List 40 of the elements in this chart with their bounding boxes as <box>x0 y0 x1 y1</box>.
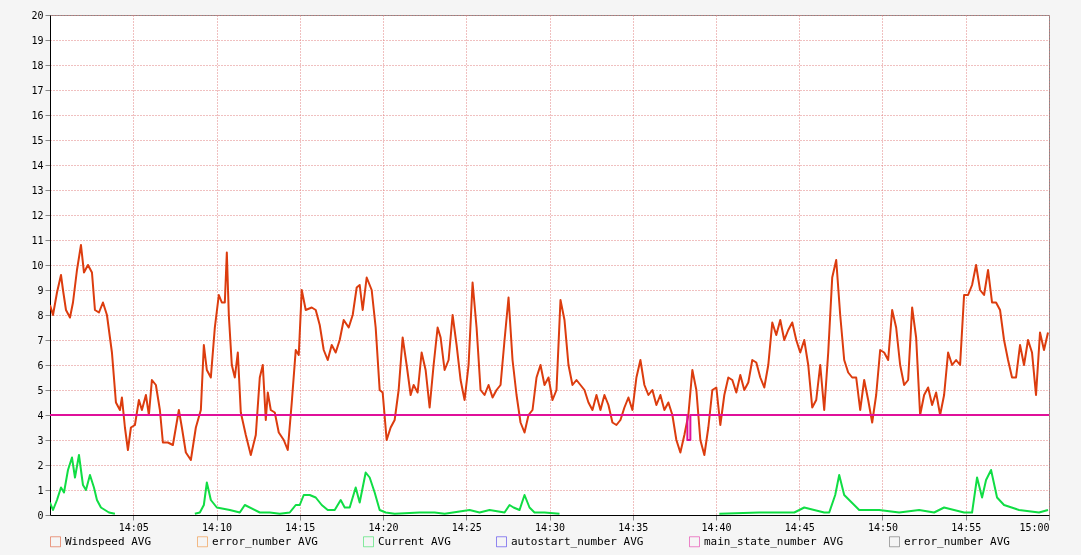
y-tick-label: 8 <box>37 309 44 321</box>
y-tick-label: 4 <box>37 409 44 421</box>
legend-label: main_state_number AVG <box>704 534 844 548</box>
y-tick-label: 13 <box>31 184 44 196</box>
y-tick-label: 7 <box>37 334 44 346</box>
legend-label: autostart_number AVG <box>511 534 644 548</box>
x-tick-label: 14:45 <box>784 521 815 533</box>
y-tick-label: 0 <box>37 509 44 521</box>
y-tick-label: 19 <box>31 34 44 46</box>
x-tick-label: 14:20 <box>368 521 399 533</box>
y-tick-label: 16 <box>31 109 44 121</box>
y-tick-label: 1 <box>37 484 44 496</box>
y-tick-label: 5 <box>37 384 44 396</box>
legend-label: Windspeed AVG <box>65 534 152 548</box>
y-tick-label: 11 <box>31 234 44 246</box>
x-tick-label: 14:40 <box>701 521 732 533</box>
y-tick-label: 15 <box>31 134 44 146</box>
y-tick-label: 6 <box>37 359 44 371</box>
x-tick-label: 14:25 <box>451 521 482 533</box>
x-tick-label: 14:15 <box>285 521 316 533</box>
x-tick-label: 14:55 <box>951 521 982 533</box>
y-tick-label: 14 <box>31 159 44 171</box>
y-tick-label: 18 <box>31 59 44 71</box>
x-tick-label: 14:50 <box>867 521 899 533</box>
legend-label: Current AVG <box>378 534 451 548</box>
x-tick-label: 14:30 <box>534 521 566 533</box>
legend-label: error_number AVG <box>212 534 318 548</box>
x-tick-label: 15:00 <box>1019 521 1050 533</box>
y-tick-label: 20 <box>31 9 44 21</box>
x-tick-label: 14:05 <box>118 521 149 533</box>
y-tick-label: 2 <box>37 459 44 471</box>
x-tick-label: 14:10 <box>201 521 233 533</box>
y-tick-label: 9 <box>37 284 44 296</box>
line-series <box>50 244 1049 461</box>
legend-label: error_number AVG <box>904 534 1010 548</box>
x-tick-label: 14:35 <box>618 521 649 533</box>
y-tick-label: 12 <box>31 209 44 221</box>
y-tick-label: 17 <box>31 84 44 96</box>
y-tick-label: 10 <box>31 259 44 271</box>
y-tick-label: 3 <box>37 434 44 446</box>
